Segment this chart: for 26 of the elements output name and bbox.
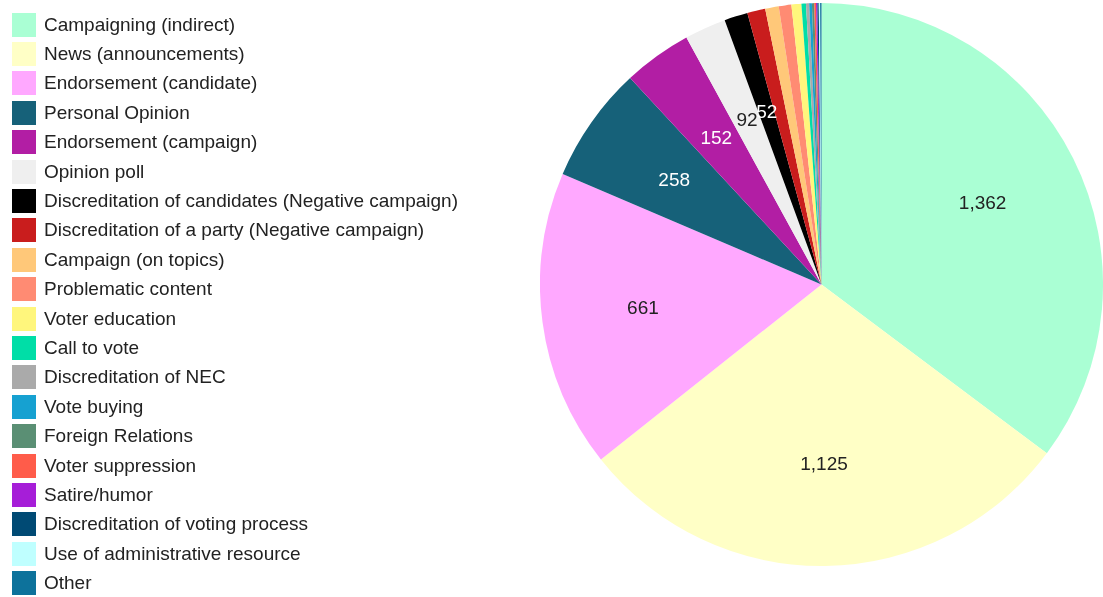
legend-label: Voter education — [44, 307, 177, 330]
data-label: 152 — [700, 126, 733, 148]
legend-label: Campaigning (indirect) — [44, 13, 236, 36]
data-label: 1,362 — [958, 192, 1007, 214]
legend-label: Other — [44, 572, 92, 595]
legend-label: News (announcements) — [44, 43, 245, 66]
legend-label: Satire/humor — [44, 483, 153, 506]
legend-label: Voter suppression — [44, 454, 197, 477]
data-label: 92 — [736, 108, 758, 130]
legend-label: Personal Opinion — [44, 101, 190, 124]
legend-label: Foreign Relations — [44, 425, 193, 448]
legend-label: Discreditation of NEC — [44, 366, 226, 389]
legend-label: Campaign (on topics) — [44, 248, 225, 271]
legend-label: Opinion poll — [44, 160, 145, 183]
legend-label: Call to vote — [44, 336, 140, 359]
legend-label: Endorsement (campaign) — [44, 131, 258, 154]
legend-label: Vote buying — [44, 395, 144, 418]
data-label: 1,125 — [800, 452, 848, 474]
legend-label: Use of administrative resource — [44, 542, 301, 565]
legend-label: Problematic content — [44, 278, 212, 301]
legend-label: Discreditation of candidates (Negative campaign) — [44, 190, 458, 213]
legend-label: Discreditation of a party (Negative campaign) — [44, 219, 425, 242]
data-label: 258 — [658, 169, 691, 191]
legend-label: Discreditation of voting process — [44, 513, 309, 536]
data-label: 661 — [627, 296, 659, 318]
legend-label: Endorsement (candidate) — [44, 72, 258, 95]
